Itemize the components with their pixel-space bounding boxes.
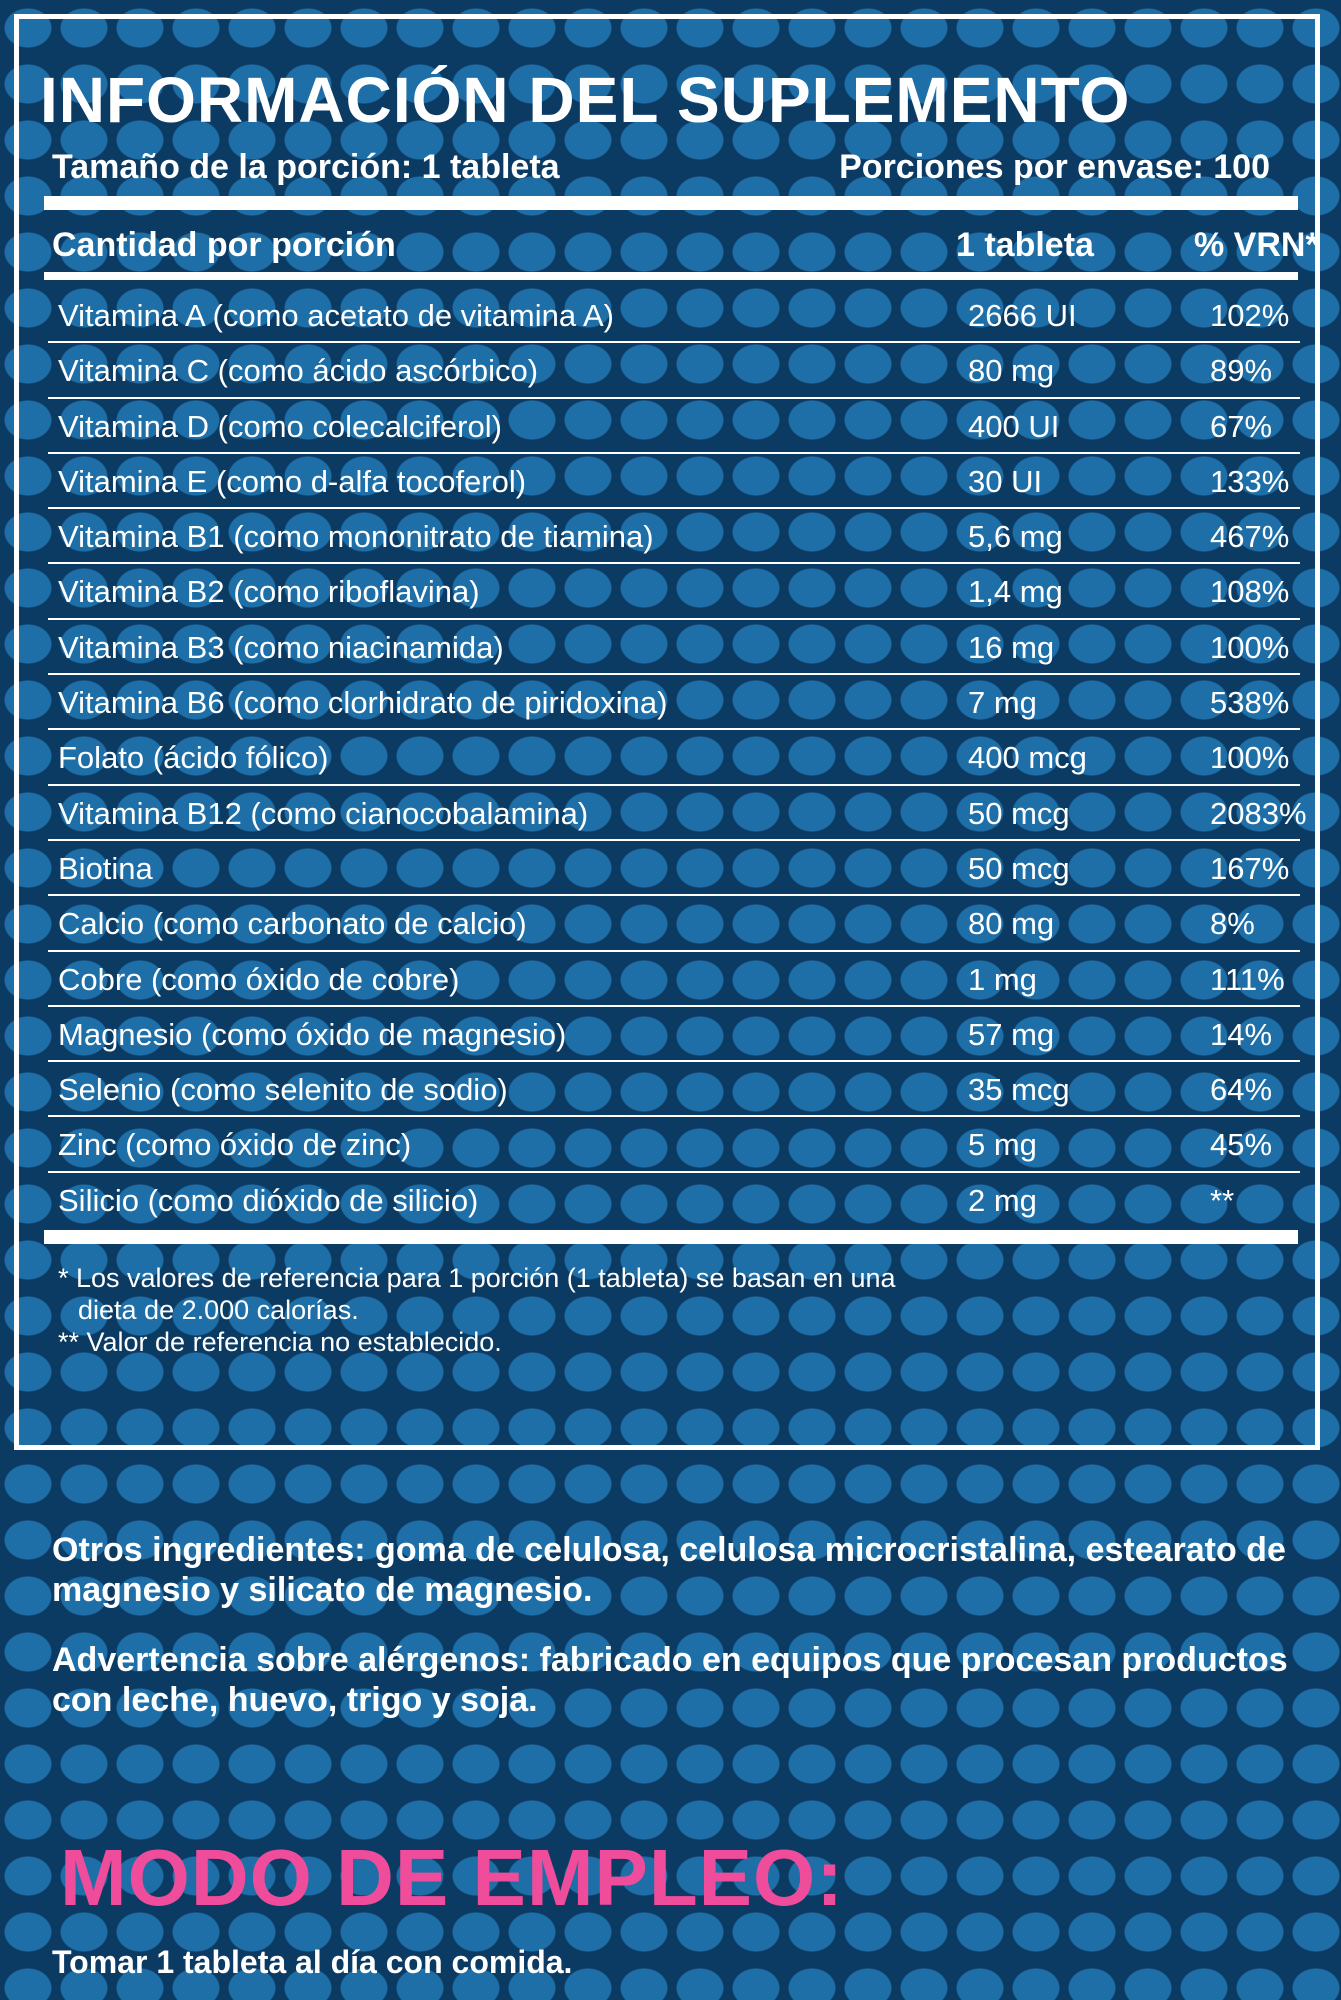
nutrient-vrn: 133% [1210,463,1290,499]
nutrient-amount: 400 UI [968,408,1060,444]
nutrient-amount: 400 mcg [968,740,1087,776]
nutrient-vrn: 14% [1210,1016,1273,1052]
panel-title: INFORMACIÓN DEL SUPLEMENTO [40,64,1131,136]
nutrient-name: Selenio (como selenito de sodio) [58,1072,508,1108]
nutrient-vrn: 111% [1210,961,1285,997]
table-row: Vitamina B2 (como riboflavina) 1,4 mg 108% [48,564,1300,620]
nutrient-name: Biotina [58,850,153,886]
nutrient-amount: 5,6 mg [968,519,1063,555]
serving-size: Tamaño de la porción: 1 tableta [52,148,560,186]
nutrient-amount: 80 mg [968,906,1055,942]
table-row: Vitamina B6 (como clorhidrato de piridox… [48,675,1300,731]
nutrient-amount: 30 UI [968,463,1043,499]
table-row: Cobre (como óxido de cobre) 1 mg 111% [48,952,1300,1007]
header-vrn-percent: % VRN* [1194,226,1319,264]
nutrient-name: Vitamina B2 (como riboflavina) [58,574,480,610]
table-row: Vitamina C (como ácido ascórbico) 80 mg 89… [48,343,1300,399]
nutrient-name: Vitamina E (como d-alfa tocoferol) [58,463,527,499]
nutrient-name: Vitamina D (como colecalciferol) [58,408,502,444]
nutrient-name: Vitamina B12 (como cianocobalamina) [58,795,589,831]
nutrient-amount: 50 mcg [968,850,1070,886]
divider-top [44,196,1298,210]
table-row: Vitamina B3 (como niacinamida) 16 mg 100% [48,620,1300,676]
usage-heading: MODO DE EMPLEO: [60,1833,844,1922]
nutrient-vrn: 67% [1210,408,1273,444]
serving-info: Tamaño de la porción: 1 tableta Porcione… [52,150,1270,184]
footnote-reference-values: * Los valores de referencia para 1 porci… [58,1263,896,1293]
nutrient-name: Vitamina A (como acetato de vitamina A) [58,298,615,333]
table-row: Folato (ácido fólico) 400 mcg 100% [48,730,1300,786]
nutrient-vrn: ** [1210,1182,1235,1218]
nutrient-vrn: 100% [1210,629,1290,665]
nutrient-name: Vitamina B3 (como niacinamida) [58,629,504,665]
other-ingredients: Otros ingredientes: goma de celulosa, ce… [52,1531,1286,1609]
nutrient-name: Vitamina C (como ácido ascórbico) [58,353,539,389]
nutrient-name: Vitamina B1 (como mononitrato de tiamina… [58,519,654,555]
nutrient-vrn: 467% [1210,519,1290,555]
nutrient-vrn: 89% [1210,353,1273,389]
nutrient-amount: 35 mcg [968,1072,1070,1108]
footnote-reference-values-cont: dieta de 2.000 calorías. [78,1295,359,1325]
divider-bottom [44,1230,1298,1244]
footnote-no-reference: ** Valor de referencia no establecido. [58,1327,502,1357]
table-row: Vitamina B12 (como cianocobalamina) 50 mc… [48,786,1307,841]
nutrient-name: Vitamina B6 (como clorhidrato de piridox… [58,685,668,721]
nutrient-vrn: 100% [1210,740,1290,776]
table-header: Cantidad por porción 1 tableta % VRN* [52,228,1332,262]
nutrient-vrn: 8% [1210,906,1255,942]
nutrient-amount: 57 mg [968,1016,1055,1052]
table-row: Selenio (como selenito de sodio) 35 mcg 64… [48,1062,1300,1118]
nutrient-name: Cobre (como óxido de cobre) [58,961,460,997]
nutrient-name: Folato (ácido fólico) [58,740,329,776]
header-per-tablet: 1 tableta [956,226,1094,264]
nutrient-name: Calcio (como carbonato de calcio) [58,906,527,942]
nutrient-name: Silicio (como dióxido de silicio) [58,1182,479,1218]
usage-instruction: Tomar 1 tableta al día con comida. [52,1944,573,1980]
nutrient-vrn: 108% [1210,574,1290,610]
header-amount-per-serving: Cantidad por porción [52,226,396,264]
nutrient-table: Vitamina A (como acetato de vitamina A) 2… [48,288,1307,1228]
nutrient-amount: 1 mg [968,961,1037,997]
nutrient-vrn: 538% [1210,685,1290,721]
allergen-warning: Advertencia sobre alérgenos: fabricado e… [52,1641,1288,1719]
servings-per-container: Porciones por envase: 100 [839,148,1270,186]
nutrient-name: Magnesio (como óxido de magnesio) [58,1016,567,1052]
supplement-facts-panel [14,14,1320,1450]
table-row: Silicio (como dióxido de silicio) 2 mg ** [48,1173,1300,1228]
nutrient-amount: 16 mg [968,629,1055,665]
table-row: Zinc (como óxido de zinc) 5 mg 45% [48,1117,1300,1173]
nutrient-amount: 1,4 mg [968,574,1063,610]
table-row: Biotina 50 mcg 167% [48,841,1300,897]
nutrient-amount: 5 mg [968,1127,1037,1163]
nutrient-amount: 80 mg [968,353,1055,389]
nutrient-amount: 7 mg [968,685,1037,721]
table-row: Vitamina D (como colecalciferol) 400 UI 67… [48,399,1300,454]
divider-header [44,272,1298,280]
nutrient-amount: 50 mcg [968,795,1070,831]
table-row: Vitamina E (como d-alfa tocoferol) 30 UI 1… [48,454,1300,510]
nutrient-vrn: 64% [1210,1072,1273,1108]
table-row: Calcio (como carbonato de calcio) 80 mg 8% [48,896,1300,952]
nutrient-amount: 2 mg [968,1182,1037,1218]
table-row: Vitamina A (como acetato de vitamina A) 2… [48,288,1300,344]
table-row: Vitamina B1 (como mononitrato de tiamina… [48,509,1300,565]
table-row: Magnesio (como óxido de magnesio) 57 mg 14… [48,1007,1300,1063]
nutrient-vrn: 102% [1210,298,1290,333]
nutrient-vrn: 45% [1210,1127,1273,1163]
nutrient-vrn: 167% [1210,850,1290,886]
nutrient-vrn: 2083% [1210,795,1307,831]
nutrient-name: Zinc (como óxido de zinc) [58,1127,412,1163]
nutrient-amount: 2666 UI [968,298,1077,333]
footnotes: * Los valores de referencia para 1 porci… [58,1262,896,1358]
